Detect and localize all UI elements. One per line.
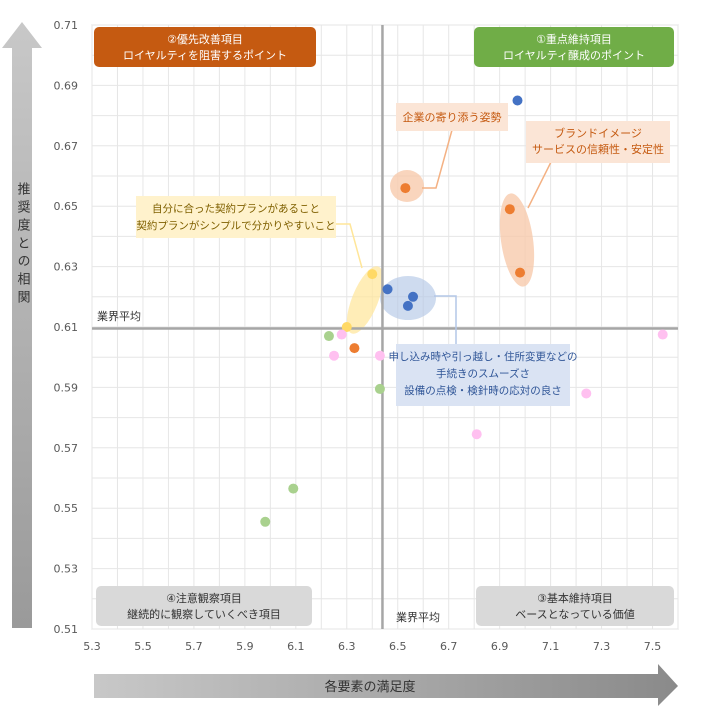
data-point-blue <box>402 300 413 311</box>
x-tick-label: 6.1 <box>287 640 305 653</box>
x-tick-label: 5.7 <box>185 640 203 653</box>
callout-mousikomi: 申し込み時や引っ越し・住所変更などの 手続きのスムーズさ 設備の点検・検針時の応… <box>389 344 578 406</box>
mousikomi-label-line2: 手続きのスムーズさ <box>436 367 530 380</box>
y-tick-label: 0.51 <box>54 623 79 636</box>
data-point-orange <box>349 343 360 354</box>
x-tick-label: 6.7 <box>440 640 458 653</box>
quadrant-q1-box: ①重点維持項目 ロイヤルティ醸成のポイント <box>474 27 674 67</box>
q4-title: ④注意観察項目 <box>166 591 242 605</box>
data-point-blue <box>512 95 523 106</box>
avg-x-label: 業界平均 <box>396 611 440 624</box>
tick-labels: 5.3 5.5 5.7 5.9 6.1 6.3 6.5 6.7 6.9 7.1 7.3 7.5 0.51… <box>54 19 662 653</box>
data-point-orange <box>515 267 526 278</box>
y-tick-label: 0.53 <box>54 563 79 576</box>
data-point-orange <box>504 204 515 215</box>
data-point-pink <box>581 388 592 399</box>
x-axis-label: 各要素の満足度 <box>324 679 415 695</box>
q2-subtitle: ロイヤルティを阻害するポイント <box>123 48 287 62</box>
leader-brand <box>527 159 553 209</box>
q3-subtitle: ベースとなっている価値 <box>515 608 635 621</box>
y-tick-label: 0.59 <box>54 381 79 394</box>
brand-label-line2: サービスの信頼性・安定性 <box>532 142 664 156</box>
x-tick-label: 5.9 <box>236 640 254 653</box>
quadrant-q3-box: ③基本維持項目 ベースとなっている価値 <box>476 586 674 626</box>
jibun-label-line2: 契約プランがシンプルで分かりやすいこと <box>136 219 335 232</box>
x-tick-label: 5.5 <box>134 640 152 653</box>
highlight-mousikomi <box>380 276 436 320</box>
y-axis-label: 推奨度との相関 <box>15 182 31 308</box>
y-tick-label: 0.63 <box>54 261 79 274</box>
quadrant-q2-box: ②優先改善項目 ロイヤルティを阻害するポイント <box>94 27 316 67</box>
highlight-brand <box>499 193 535 287</box>
highlight-jibun <box>346 266 384 334</box>
y-tick-label: 0.69 <box>54 79 79 92</box>
quadrant-q4-box: ④注意観察項目 継続的に観察していくべき項目 <box>96 586 312 626</box>
data-point-pink <box>336 329 347 340</box>
highlight-ellipses <box>346 170 535 334</box>
y-tick-label: 0.57 <box>54 442 79 455</box>
x-tick-label: 6.5 <box>389 640 407 653</box>
y-axis-arrow <box>2 22 42 628</box>
x-tick-label: 6.3 <box>338 640 356 653</box>
y-tick-label: 0.65 <box>54 200 79 213</box>
leader-jibun <box>336 223 363 269</box>
callout-kigyou: 企業の寄り添う姿勢 <box>396 103 508 131</box>
data-point-green <box>374 383 385 394</box>
x-tick-label: 6.9 <box>491 640 509 653</box>
q1-subtitle: ロイヤルティ醸成のポイント <box>503 49 645 62</box>
data-point-pink <box>471 429 482 440</box>
brand-label-line1: ブランドイメージ <box>554 126 642 140</box>
data-point-yellow <box>367 269 378 280</box>
mousikomi-label-line1: 申し込み時や引っ越し・住所変更などの <box>389 350 578 363</box>
jibun-label-line1: 自分に合った契約プランがあること <box>152 202 320 215</box>
callout-brand: ブランドイメージ サービスの信頼性・安定性 <box>526 121 670 163</box>
q2-title: ②優先改善項目 <box>167 32 243 46</box>
x-tick-label: 5.3 <box>83 640 101 653</box>
gridlines <box>91 24 679 630</box>
data-point-green <box>323 331 334 342</box>
data-point-green <box>288 483 299 494</box>
q4-subtitle: 継続的に観察していくべき項目 <box>127 607 281 621</box>
data-point-pink <box>657 329 668 340</box>
data-point-orange <box>400 183 411 194</box>
data-points <box>260 95 668 527</box>
callout-jibun: 自分に合った契約プランがあること 契約プランがシンプルで分かりやすいこと <box>136 196 336 238</box>
mousikomi-label-line3: 設備の点検・検針時の応対の良さ <box>404 384 562 397</box>
q3-title: ③基本維持項目 <box>537 591 613 605</box>
data-point-green <box>260 516 271 527</box>
leader-mousikomi <box>434 295 457 344</box>
x-tick-label: 7.5 <box>644 640 662 653</box>
data-point-blue <box>408 291 419 302</box>
y-tick-label: 0.67 <box>54 140 79 153</box>
y-tick-label: 0.61 <box>54 321 79 334</box>
kigyou-label: 企業の寄り添う姿勢 <box>403 110 502 124</box>
x-tick-label: 7.3 <box>593 640 611 653</box>
data-point-pink <box>374 350 385 361</box>
y-tick-label: 0.71 <box>54 19 79 32</box>
data-point-pink <box>329 350 340 361</box>
leader-kigyou <box>422 129 453 189</box>
x-tick-label: 7.1 <box>542 640 560 653</box>
x-axis-arrow <box>94 664 678 706</box>
data-point-yellow <box>341 322 352 332</box>
avg-y-label: 業界平均 <box>97 310 141 323</box>
data-point-blue <box>382 284 393 295</box>
q1-title: ①重点維持項目 <box>536 32 612 46</box>
y-tick-label: 0.55 <box>54 502 79 515</box>
